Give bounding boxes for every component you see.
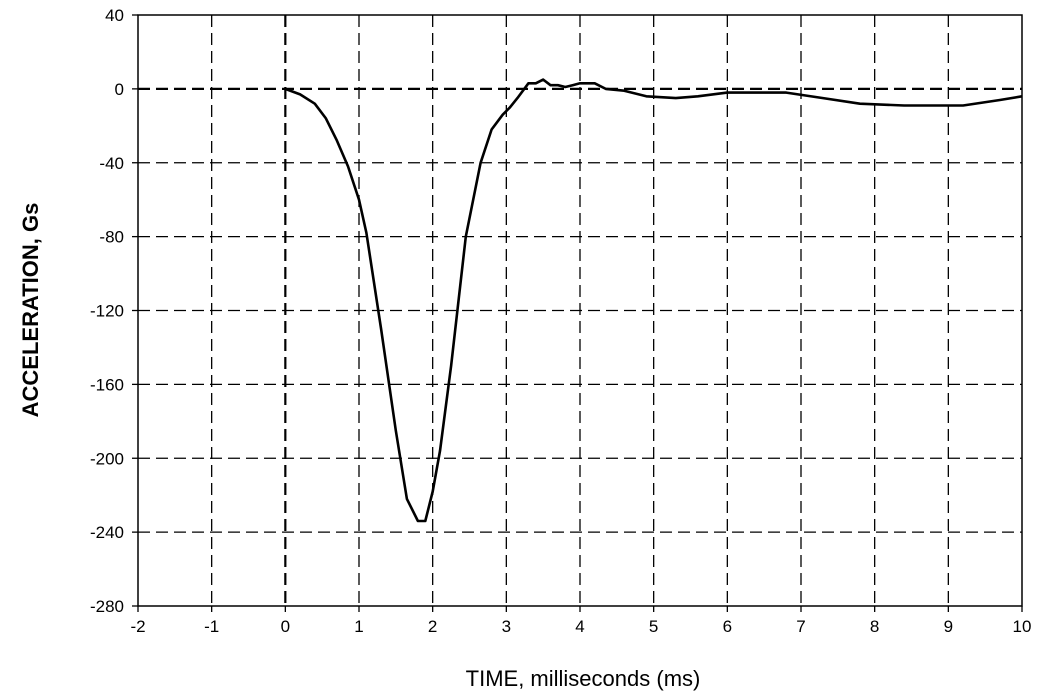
y-axis-title: ACCELERATION, Gs bbox=[18, 203, 43, 418]
y-tick-labels: 40 0 -40 -80 -120 -160 -200 -240 -280 bbox=[90, 6, 124, 616]
x-tick-label: 7 bbox=[796, 617, 805, 636]
acceleration-series-line bbox=[284, 78, 1023, 523]
y-tick-label: -160 bbox=[90, 375, 124, 394]
x-tick-label: 10 bbox=[1013, 617, 1032, 636]
x-tick-label: 3 bbox=[502, 617, 511, 636]
x-tick-label: 5 bbox=[649, 617, 658, 636]
x-tick-label: 6 bbox=[723, 617, 732, 636]
y-tick-label: -200 bbox=[90, 449, 124, 468]
x-tick-label: -1 bbox=[204, 617, 219, 636]
y-tick-label: -120 bbox=[90, 302, 124, 321]
y-tick-label: -240 bbox=[90, 523, 124, 542]
x-axis-title: TIME, milliseconds (ms) bbox=[466, 666, 701, 691]
x-tick-labels: -2 -1 0 1 2 3 4 5 6 7 8 9 10 bbox=[130, 617, 1031, 636]
y-tick-label: 0 bbox=[115, 80, 124, 99]
y-tick-label: -40 bbox=[99, 154, 124, 173]
y-tick-label: -280 bbox=[90, 597, 124, 616]
plot-frame bbox=[137, 14, 1023, 607]
x-tick-label: 4 bbox=[575, 617, 584, 636]
x-tick-label: 9 bbox=[944, 617, 953, 636]
x-tick-label: 8 bbox=[870, 617, 879, 636]
axis-ticks bbox=[132, 14, 1023, 612]
x-tick-label: 1 bbox=[354, 617, 363, 636]
y-tick-label: -80 bbox=[99, 228, 124, 247]
series-group bbox=[284, 78, 1023, 523]
x-tick-label: -2 bbox=[130, 617, 145, 636]
x-tick-label: 0 bbox=[281, 617, 290, 636]
y-tick-label: 40 bbox=[105, 6, 124, 25]
x-tick-label: 2 bbox=[428, 617, 437, 636]
